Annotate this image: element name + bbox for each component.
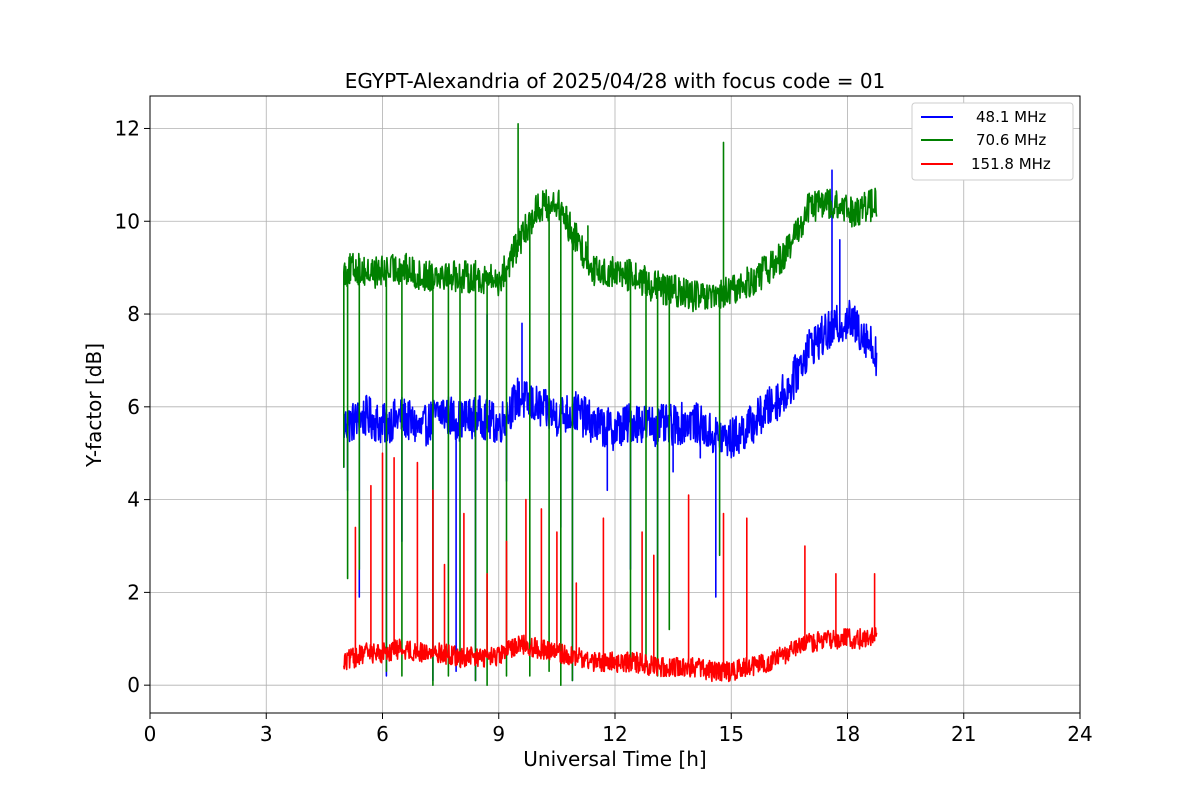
x-tick-label: 12: [602, 722, 627, 746]
y-tick-label: 2: [127, 580, 140, 604]
x-tick-label: 3: [260, 722, 273, 746]
y-axis-label: Y-factor [dB]: [82, 343, 106, 468]
y-tick-label: 10: [115, 209, 140, 233]
x-tick-label: 18: [835, 722, 860, 746]
x-tick-label: 21: [951, 722, 976, 746]
y-tick-label: 4: [127, 488, 140, 512]
x-tick-label: 9: [492, 722, 505, 746]
legend-label-70mhz: 70.6 MHz: [976, 131, 1046, 149]
y-tick-label: 12: [115, 116, 140, 140]
y-tick-label: 8: [127, 302, 140, 326]
y-tick-label: 6: [127, 395, 140, 419]
series-line: [343, 169, 878, 682]
legend-box: [911, 102, 1074, 181]
series-line: [343, 452, 878, 683]
x-tick-label: 24: [1067, 722, 1092, 746]
x-tick-label: 6: [376, 722, 389, 746]
chart-title: EGYPT-Alexandria of 2025/04/28 with focu…: [345, 69, 886, 93]
x-tick-label: 0: [144, 722, 157, 746]
series-line: [343, 123, 878, 686]
series-layer: [343, 123, 878, 686]
legend-label-151mhz: 151.8 MHz: [971, 155, 1051, 173]
y-tick-label: 0: [127, 673, 140, 697]
x-axis-label: Universal Time [h]: [523, 747, 706, 771]
x-tick-label: 15: [719, 722, 744, 746]
legend: 48.1 MHz 70.6 MHz 151.8 MHz: [911, 102, 1074, 181]
legend-label-48mhz: 48.1 MHz: [976, 108, 1046, 126]
